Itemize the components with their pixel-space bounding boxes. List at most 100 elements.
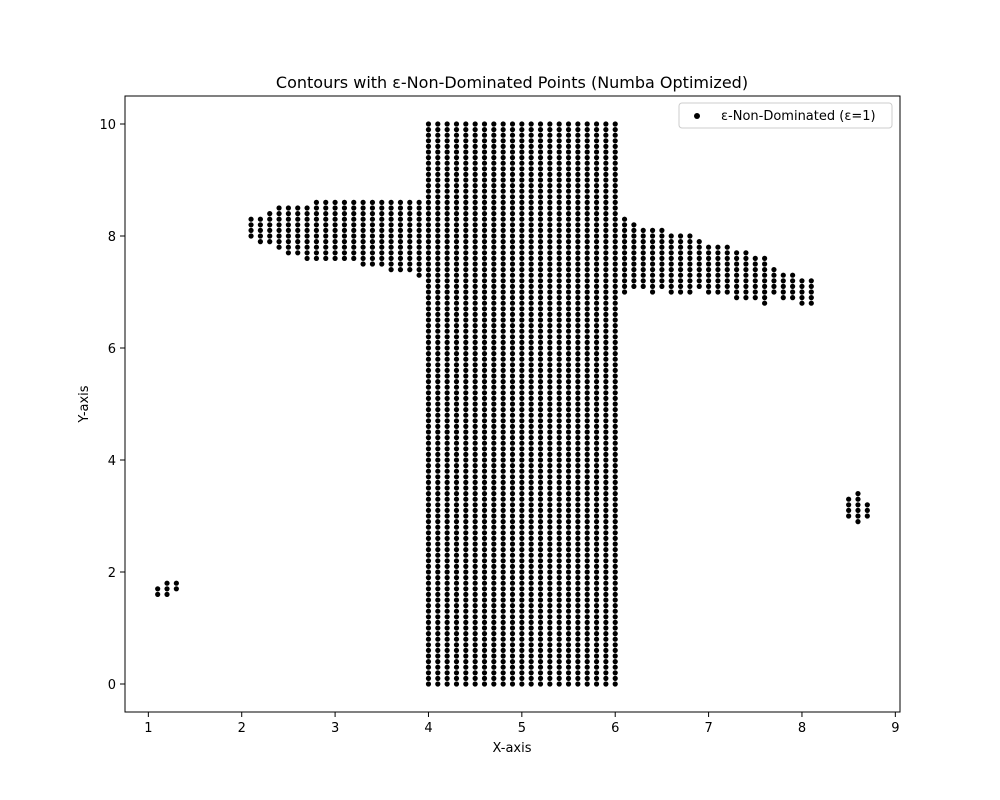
data-point	[575, 267, 581, 273]
data-point	[547, 233, 553, 239]
data-point	[425, 563, 432, 570]
data-point	[547, 227, 553, 233]
data-point	[453, 306, 460, 312]
data-point	[388, 250, 394, 256]
data-point	[463, 351, 469, 357]
data-point	[435, 379, 441, 385]
data-point	[631, 267, 637, 273]
data-point	[285, 222, 291, 228]
data-point	[313, 205, 320, 211]
data-point	[444, 183, 450, 189]
data-point	[603, 468, 609, 474]
data-point	[537, 614, 544, 620]
data-point	[500, 631, 506, 637]
data-point	[519, 166, 525, 172]
data-point	[257, 222, 263, 228]
data-point	[463, 407, 469, 413]
data-point	[444, 519, 450, 525]
data-point	[593, 552, 600, 558]
data-point	[575, 345, 581, 351]
data-point	[621, 261, 628, 267]
data-point	[603, 496, 609, 502]
data-point	[463, 586, 469, 592]
data-point	[612, 429, 618, 435]
data-point	[528, 267, 534, 273]
data-point	[472, 121, 478, 127]
data-point	[612, 407, 618, 413]
data-point	[612, 530, 618, 536]
data-point	[519, 356, 525, 362]
data-point	[565, 659, 572, 665]
data-point	[547, 468, 553, 474]
data-point	[472, 496, 478, 502]
data-point	[808, 289, 814, 295]
data-point	[565, 255, 572, 261]
data-point	[790, 278, 796, 284]
data-point	[565, 233, 572, 239]
data-point	[603, 356, 609, 362]
data-point	[528, 681, 534, 687]
data-point	[846, 513, 852, 519]
data-point	[500, 586, 506, 592]
data-point	[500, 552, 506, 558]
data-point	[547, 289, 553, 295]
data-point	[463, 513, 469, 519]
data-point	[593, 283, 600, 289]
data-point	[509, 502, 516, 508]
data-point	[444, 306, 450, 312]
data-point	[425, 681, 432, 687]
data-point	[472, 418, 478, 424]
data-point	[481, 591, 488, 598]
data-point	[472, 446, 478, 452]
data-point	[603, 121, 609, 127]
data-point	[491, 440, 497, 446]
data-point	[425, 166, 432, 172]
y-tick-label: 6	[108, 342, 116, 357]
data-point	[481, 289, 488, 295]
data-point	[472, 474, 478, 480]
data-point	[846, 507, 852, 513]
y-tick-label: 2	[108, 566, 116, 581]
data-point	[472, 250, 478, 256]
data-point	[444, 250, 450, 256]
data-point	[519, 429, 525, 435]
data-point	[519, 681, 525, 687]
data-point	[556, 272, 562, 278]
data-point	[509, 401, 516, 407]
data-point	[519, 334, 525, 340]
data-point	[435, 423, 441, 429]
data-point	[696, 255, 702, 261]
data-point	[547, 143, 553, 149]
data-point	[425, 474, 432, 480]
data-point	[472, 188, 478, 194]
data-point	[491, 160, 497, 166]
data-point	[453, 636, 460, 642]
data-point	[547, 317, 553, 323]
data-point	[762, 295, 768, 301]
data-point	[584, 631, 590, 637]
data-point	[519, 188, 525, 194]
data-point	[453, 619, 460, 626]
data-point	[584, 323, 590, 329]
data-point	[556, 653, 562, 659]
data-point	[425, 569, 432, 575]
data-point	[500, 591, 506, 598]
data-point	[575, 558, 581, 564]
data-point	[659, 267, 665, 273]
data-point	[509, 149, 516, 155]
data-point	[425, 289, 432, 295]
data-point	[519, 250, 525, 256]
y-tick-label: 4	[108, 454, 116, 469]
data-point	[537, 412, 544, 418]
data-point	[435, 429, 441, 435]
data-point	[453, 127, 460, 133]
data-point	[575, 524, 581, 530]
data-point	[547, 127, 553, 133]
data-point	[472, 289, 478, 295]
data-point	[593, 435, 600, 441]
data-point	[463, 121, 469, 127]
data-point	[584, 289, 590, 295]
data-point	[715, 272, 721, 278]
data-point	[444, 625, 450, 631]
